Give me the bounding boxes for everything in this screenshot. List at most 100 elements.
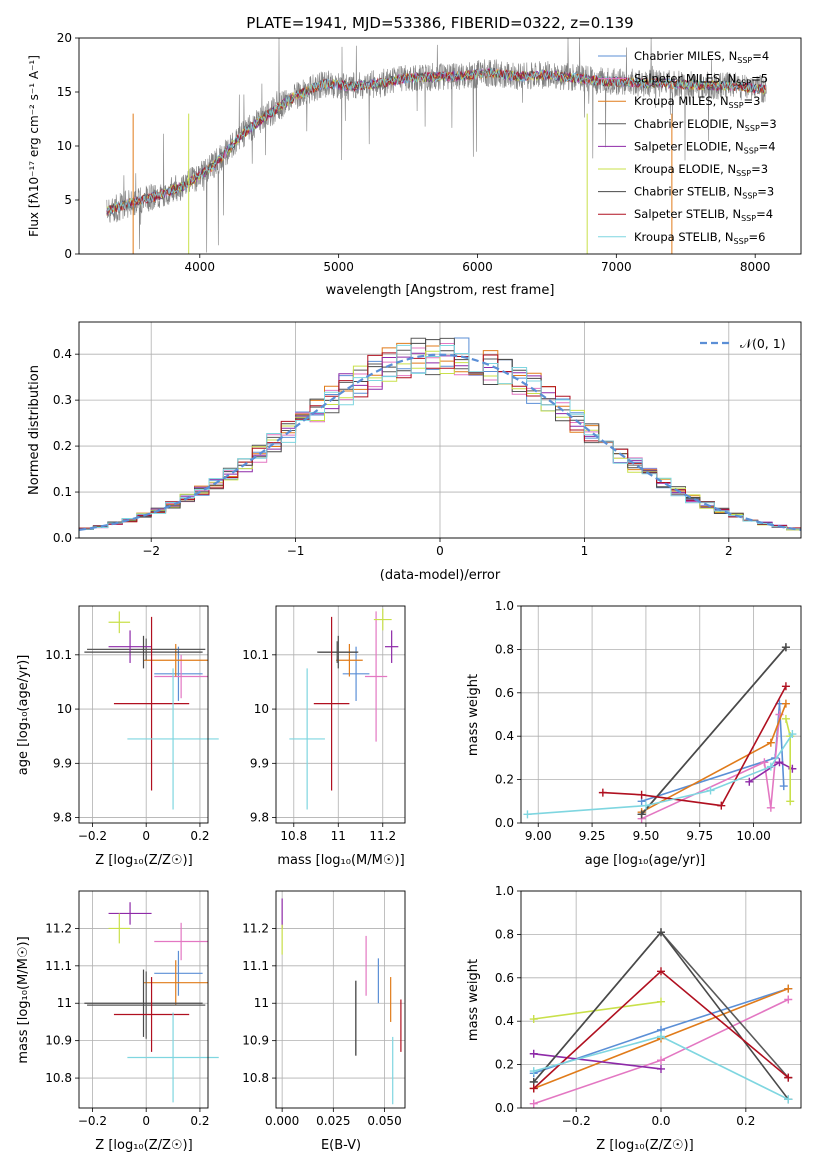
mass-ebv-ytick-label: 10.8	[242, 1071, 269, 1085]
weight-z-marker-8-2	[784, 1095, 793, 1104]
weight-age-line-7	[602, 685, 787, 807]
residual-ytick-label: 0.1	[53, 485, 72, 499]
mass-z-xtick-label: 0	[142, 1114, 150, 1128]
figure-title: PLATE=1941, MJD=53386, FIBERID=0322, z=0…	[246, 14, 633, 32]
weight-age-marker-1-1	[760, 758, 769, 767]
weight-z-ytick-label: 0.0	[495, 1101, 514, 1115]
weight-age-marker-7-1	[637, 790, 646, 799]
weight-age-marker-8-1	[641, 801, 650, 810]
weight-age-marker-6-1	[781, 643, 790, 652]
age-mass-ytick-label: 10	[254, 702, 269, 716]
weight-z-marker-5-1	[657, 997, 665, 1006]
weight-age-marker-7-3	[781, 682, 790, 691]
age-mass-panel: mass [log₁₀(M/M☉)] 10.8 11 11.2 9.8 9.9 10 10.…	[242, 605, 406, 868]
weight-age-marker-2-1	[766, 738, 775, 747]
mass-z-ytick-label: 10.9	[45, 1034, 72, 1048]
residual-xtick-label: −1	[287, 544, 305, 558]
mass-ebv-xtick-label: 0.000	[265, 1114, 299, 1128]
mass-ebv-ytick-label: 11	[254, 996, 269, 1010]
residual-ytick-label: 0.2	[53, 439, 72, 453]
weight-age-line-1	[641, 714, 781, 820]
legend-label-6: Chabrier STELIB, NSSP=3	[634, 185, 774, 201]
age-z-panel: Z [log₁₀(Z/Z☉)] age [log₁₀(age/yr)] −0.2…	[16, 605, 219, 868]
weight-z-xtick-label: 0.0	[651, 1114, 670, 1128]
mass-z-ylabel: mass [log₁₀(M/M☉)]	[16, 936, 31, 1063]
residual-xtick-label: 1	[581, 544, 589, 558]
age-mass-frame	[275, 605, 406, 824]
weight-age-marker-2-2	[781, 699, 790, 708]
mass-ebv-xlabel: E(B-V)	[321, 1138, 361, 1153]
age-z-ytick-label: 10	[57, 702, 72, 716]
weight-z-ylabel: mass weight	[466, 959, 481, 1041]
residual-ytick-label: 0.4	[53, 347, 72, 361]
weight-age-marker-4-0	[745, 777, 754, 786]
spectrum-ytick-label: 0	[64, 247, 72, 261]
spectrum-xtick-label: 5000	[323, 260, 354, 274]
age-mass-xtick-label: 11	[331, 829, 346, 843]
weight-age-marker-0-3	[779, 782, 788, 791]
mass-z-ytick-label: 11.1	[45, 959, 72, 973]
weight-age-ytick-label: 0.6	[495, 686, 514, 700]
weight-age-xtick-label: 9.00	[525, 829, 552, 843]
weight-age-ytick-label: 0.8	[495, 642, 514, 656]
spectrum-frame	[78, 37, 802, 255]
spectrum-ytick-label: 15	[57, 85, 72, 99]
weight-age-marker-6-0	[637, 810, 646, 819]
weight-age-marker-1-2	[766, 803, 775, 812]
legend-label-0: Chabrier MILES, NSSP=4	[634, 49, 769, 65]
mass-z-xtick-label: −0.2	[78, 1114, 107, 1128]
spectrum-xtick-label: 4000	[185, 260, 216, 274]
weight-z-ytick-label: 0.6	[495, 971, 514, 985]
weight-z-xtick-label: 0.2	[736, 1114, 755, 1128]
spectrum-xtick-label: 7000	[601, 260, 632, 274]
weight-z-marker-5-0	[529, 1015, 538, 1024]
weight-age-ytick-label: 0.2	[495, 773, 514, 787]
age-z-frame	[78, 605, 209, 824]
weight-age-xtick-label: 9.75	[686, 829, 713, 843]
mass-ebv-ytick-label: 10.9	[242, 1034, 269, 1048]
age-z-ytick-label: 10.1	[45, 648, 72, 662]
weight-age-line-5	[785, 718, 791, 802]
residual-xlabel: (data-model)/error	[380, 568, 501, 583]
residual-xtick-label: 0	[436, 544, 444, 558]
weight-z-ytick-label: 0.8	[495, 927, 514, 941]
spectrum-panel: wavelength [Angstrom, rest frame] Flux […	[27, 31, 802, 298]
weight-z-ytick-label: 0.2	[495, 1058, 514, 1072]
spectrum-model-8	[106, 68, 766, 215]
spectrum-ytick-label: 5	[64, 193, 72, 207]
weight-age-marker-4-1	[775, 758, 784, 767]
mass-z-ytick-label: 11	[57, 996, 72, 1010]
residual-ytick-label: 0.0	[53, 531, 72, 545]
age-mass-ytick-label: 9.9	[250, 756, 269, 770]
mass-z-frame	[78, 890, 209, 1109]
weight-z-marker-1-1	[657, 1056, 665, 1065]
weight-z-marker-4-1	[657, 1064, 665, 1073]
legend-label-2: Kroupa MILES, NSSP=3	[634, 94, 760, 110]
legend-label-1: Salpeter MILES, NSSP=5	[634, 72, 768, 88]
age-z-xtick-label: 0.2	[190, 829, 209, 843]
spectrum-ytick-label: 10	[57, 139, 72, 153]
spectrum-xlabel: wavelength [Angstrom, rest frame]	[326, 283, 555, 298]
weight-z-xtick-label: −0.2	[562, 1114, 591, 1128]
legend-label-3: Chabrier ELODIE, NSSP=3	[634, 117, 777, 133]
weight-z-marker-7-0	[529, 1084, 538, 1093]
mass-ebv-ytick-label: 11.1	[242, 959, 269, 973]
weight-age-marker-8-0	[523, 810, 532, 819]
residual-frame	[78, 321, 802, 539]
mass-z-ytick-label: 11.2	[45, 921, 72, 935]
weight-z-marker-4-0	[529, 1049, 538, 1058]
age-mass-xtick-label: 11.2	[369, 829, 396, 843]
weight-z-frame	[520, 890, 802, 1109]
weight-age-marker-8-4	[788, 730, 797, 739]
age-mass-ytick-label: 9.8	[250, 811, 269, 825]
weight-z-marker-7-2	[784, 1073, 793, 1082]
spectrum-xtick-label: 6000	[462, 260, 493, 274]
legend-label-5: Kroupa ELODIE, NSSP=3	[634, 162, 768, 178]
weight-age-marker-8-3	[766, 762, 775, 771]
weight-z-panel: Z [log₁₀(Z/Z☉)] mass weight −0.2 0.0 0.2 0.…	[466, 884, 802, 1153]
weight-z-marker-8-0	[529, 1067, 538, 1076]
normal-curve	[78, 353, 802, 531]
residual-ylabel: Normed distribution	[27, 365, 42, 495]
normal-legend-label: 𝒩(0, 1)	[740, 336, 786, 351]
mass-z-xtick-label: 0.2	[190, 1114, 209, 1128]
